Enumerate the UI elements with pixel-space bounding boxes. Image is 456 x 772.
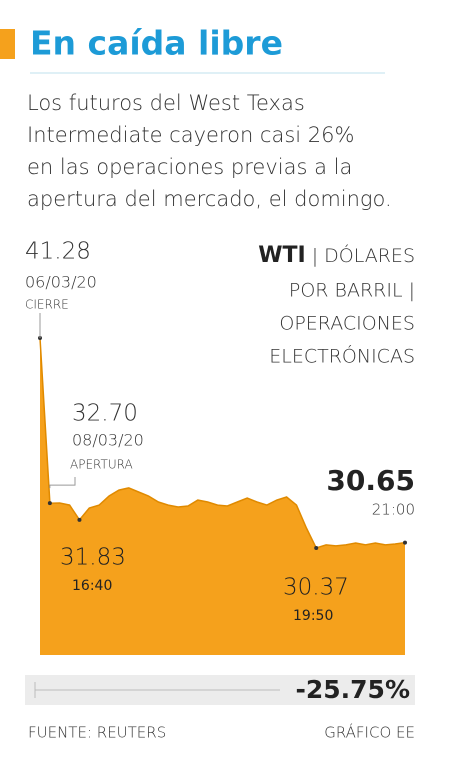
annotation-time: 19:50	[293, 608, 333, 624]
point-marker	[403, 540, 407, 545]
annotation-date: 08/03/20	[72, 431, 144, 450]
annotation-value: 30.37	[283, 575, 349, 601]
unit-line: OPERACIONES	[279, 313, 415, 335]
unit-line: | DÓLARES	[312, 243, 415, 267]
annotation-date: 06/03/20	[25, 273, 97, 292]
subtitle-line: Intermediate cayeron casi 26%	[27, 123, 354, 147]
subtitle-line: apertura del mercado, el domingo.	[27, 187, 392, 211]
source: FUENTE: REUTERS	[28, 724, 166, 742]
subtitle-line: en las operaciones previas a la	[27, 155, 352, 179]
annotation-time: 21:00	[372, 501, 415, 519]
annotation-note: CIERRE	[25, 298, 69, 312]
unit-line: ELECTRÓNICAS	[269, 344, 415, 368]
point-marker	[47, 501, 52, 506]
point-marker	[314, 546, 319, 550]
change-label: -25.75%	[295, 675, 410, 704]
subtitle-line: Los futuros del West Texas	[27, 91, 305, 115]
line	[39, 337, 406, 549]
series-label: WTI	[258, 243, 305, 268]
area	[40, 338, 405, 655]
annotation-value: 31.83	[60, 545, 126, 571]
unit-line: POR BARRIL |	[289, 280, 415, 302]
unit-header: WTI | DÓLARES	[258, 243, 415, 269]
chart-title: En caída libre	[30, 24, 283, 63]
credit: GRÁFICO EE	[324, 723, 415, 742]
annotation-time: 16:40	[72, 578, 112, 594]
point-marker	[77, 517, 82, 522]
title-marker	[0, 29, 15, 59]
leader	[49, 477, 76, 489]
annotation-note: APERTURA	[70, 458, 133, 472]
annotation-value: 30.65	[326, 464, 415, 497]
plot: 41.28 06/03/20 CIERRE 32.70 08/03/20 APERTURA…	[25, 239, 415, 655]
annotation-value: 41.28	[25, 239, 91, 265]
annotation-value: 32.70	[72, 401, 138, 427]
subtitle: Los futuros del West Texas Intermediate c…	[27, 91, 392, 211]
